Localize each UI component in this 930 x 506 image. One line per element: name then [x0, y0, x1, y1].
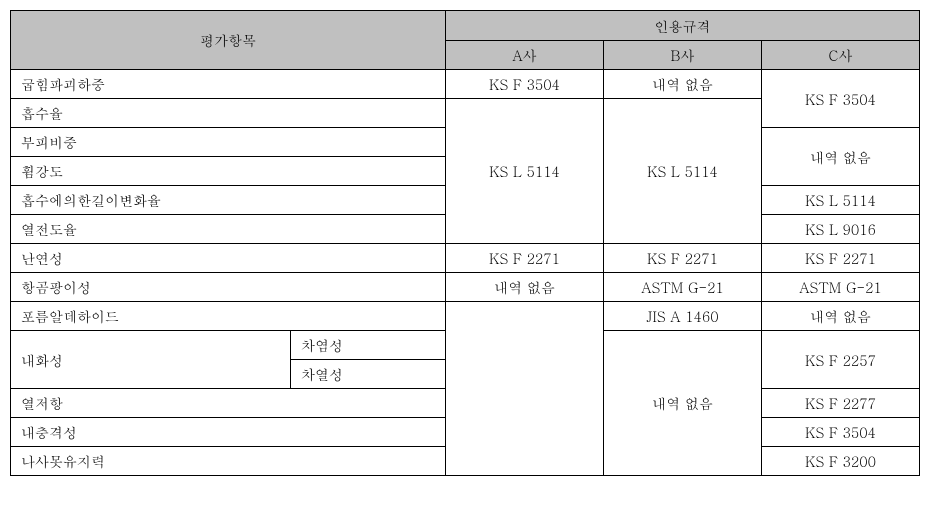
cell-a: KS F 3504 — [446, 70, 604, 99]
row-label: 굽힘파괴하중 — [11, 70, 446, 99]
header-company-a: A사 — [446, 41, 604, 70]
cell-c: KS F 2277 — [762, 389, 920, 418]
cell-b: 내역 없음 — [604, 70, 762, 99]
row-label: 포름알데하이드 — [11, 302, 446, 331]
row-label: 열저항 — [11, 389, 446, 418]
row-label: 항곰팡이성 — [11, 273, 446, 302]
cell-c: KS F 2257 — [762, 331, 920, 389]
cell-c: KS F 3504 — [762, 70, 920, 128]
row-label: 흡수율 — [11, 99, 446, 128]
cell-a: KS L 5114 — [446, 99, 604, 244]
header-company-b: B사 — [604, 41, 762, 70]
cell-a: KS F 2271 — [446, 244, 604, 273]
cell-b: 내역 없음 — [604, 331, 762, 476]
cell-c: KS F 3200 — [762, 447, 920, 476]
cell-c: KS F 2271 — [762, 244, 920, 273]
cell-b: KS F 2271 — [604, 244, 762, 273]
row-label: 흡수에의한길이변화율 — [11, 186, 446, 215]
row-label: 내화성 — [11, 331, 291, 389]
cell-c: 내역 없음 — [762, 302, 920, 331]
row-sublabel: 차염성 — [291, 331, 446, 360]
table-row: 포름알데하이드 JIS A 1460 내역 없음 — [11, 302, 920, 331]
standards-table: 평가항목 인용규격 A사 B사 C사 굽힘파괴하중 KS F 3504 내역 없… — [10, 10, 920, 476]
table-container: 평가항목 인용규격 A사 B사 C사 굽힘파괴하중 KS F 3504 내역 없… — [10, 10, 920, 476]
cell-c: KS L 5114 — [762, 186, 920, 215]
row-sublabel: 차열성 — [291, 360, 446, 389]
row-label: 부피비중 — [11, 128, 446, 157]
header-citation: 인용규격 — [446, 11, 920, 41]
row-label: 내충격성 — [11, 418, 446, 447]
header-evaluation: 평가항목 — [11, 11, 446, 70]
cell-b: JIS A 1460 — [604, 302, 762, 331]
row-label: 난연성 — [11, 244, 446, 273]
cell-b: KS L 5114 — [604, 99, 762, 244]
row-label: 휨강도 — [11, 157, 446, 186]
cell-a — [446, 302, 604, 476]
header-company-c: C사 — [762, 41, 920, 70]
table-row: 항곰팡이성 내역 없음 ASTM G-21 ASTM G-21 — [11, 273, 920, 302]
table-row: 난연성 KS F 2271 KS F 2271 KS F 2271 — [11, 244, 920, 273]
cell-b: ASTM G-21 — [604, 273, 762, 302]
row-label: 나사못유지력 — [11, 447, 446, 476]
cell-a: 내역 없음 — [446, 273, 604, 302]
cell-c: ASTM G-21 — [762, 273, 920, 302]
cell-c: 내역 없음 — [762, 128, 920, 186]
row-label: 열전도율 — [11, 215, 446, 244]
cell-c: KS L 9016 — [762, 215, 920, 244]
table-row: 굽힘파괴하중 KS F 3504 내역 없음 KS F 3504 — [11, 70, 920, 99]
cell-c: KS F 3504 — [762, 418, 920, 447]
